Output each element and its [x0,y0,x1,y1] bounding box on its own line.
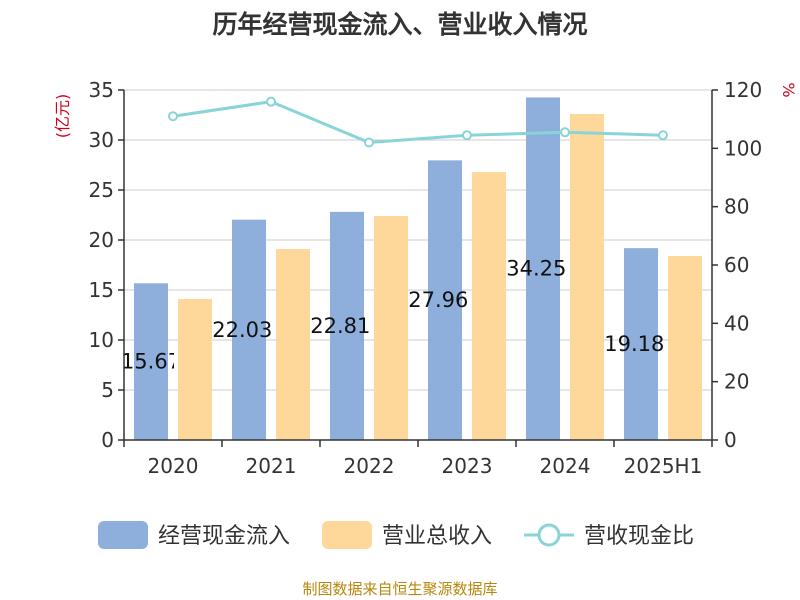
left-axis-tick-label: 0 [101,428,114,452]
legend-label: 营业总收入 [382,524,492,549]
data-label-cash-inflow: 19.185 [604,332,677,356]
bar-cash-inflow [624,248,658,440]
right-axis-tick-label: 100 [724,136,762,160]
bar-revenue [570,114,604,440]
x-axis-tick-label: 2021 [246,454,297,478]
ratio-line [168,96,668,148]
left-axis-tick-label: 25 [89,178,114,202]
chart-title: 历年经营现金流入、营业收入情况 [212,10,587,39]
data-label-cash-inflow: 22.813 [310,314,383,338]
x-axis-tick-label: 2020 [148,454,199,478]
ratio-point [658,130,668,141]
right-axis-tick-label: 80 [724,195,749,219]
x-axis-tick-label: 2025H1 [624,454,703,478]
ratio-series-line [172,100,664,145]
bar-revenue [374,216,408,440]
right-axis-tick-label: 20 [724,370,749,394]
data-label-cash-inflow: 15.67 [121,350,181,374]
left-axis-tick-label: 5 [101,378,114,402]
x-axis-tick-label: 2024 [540,454,591,478]
legend-label: 经营现金流入 [158,524,290,549]
bar-revenue [472,172,506,440]
bar-revenue [178,299,212,440]
bar-cash-inflow [232,219,266,440]
ratio-point [168,111,178,122]
legend-swatch [322,521,372,549]
bar-cash-inflow [428,160,462,441]
left-axis-tick-label: 20 [89,228,114,252]
data-label-cash-inflow: 34.255 [506,257,579,281]
left-axis-tick-label: 15 [89,278,114,302]
bar-revenue [668,256,702,440]
legend: 经营现金流入 营业总收入 营收现金比 [98,521,694,549]
left-axis-tick-label: 35 [89,78,114,102]
right-axis-tick-label: 40 [724,311,749,335]
x-axis-tick-label: 2022 [344,454,395,478]
ratio-point [364,137,374,148]
bar-cash-inflow [330,211,364,440]
ratio-point [560,127,570,138]
left-axis-tick-label: 30 [89,128,114,152]
left-axis-unit: (亿元) [53,94,72,139]
data-label-cash-inflow: 27.964 [408,288,481,312]
legend-swatch [98,521,148,549]
legend-swatch-marker [537,523,561,547]
right-axis-tick-label: 60 [724,253,749,277]
right-axis-tick-label: 0 [724,428,737,452]
right-axis-unit: % [779,82,798,97]
bars [134,97,702,441]
left-axis-tick-label: 10 [89,328,114,352]
legend-label: 营收现金比 [584,524,694,549]
ratio-point [266,96,276,107]
ratio-point [462,130,472,141]
bar-cash-inflow [134,283,168,440]
data-label-cash-inflow: 22.032 [212,318,285,342]
right-axis-tick-label: 120 [724,78,762,102]
data-labels: 15.67 22.032 22.813 27.964 34.255 19.185 [121,257,677,374]
x-axis-tick-label: 2023 [442,454,493,478]
bar-revenue [276,249,310,440]
axes: 0 5 10 15 20 25 30 35 0 20 40 60 80 100 120 2020 2021 202… [89,78,763,478]
source-note: 制图数据来自恒生聚源数据库 [302,580,497,598]
bar-cash-inflow [526,97,560,440]
